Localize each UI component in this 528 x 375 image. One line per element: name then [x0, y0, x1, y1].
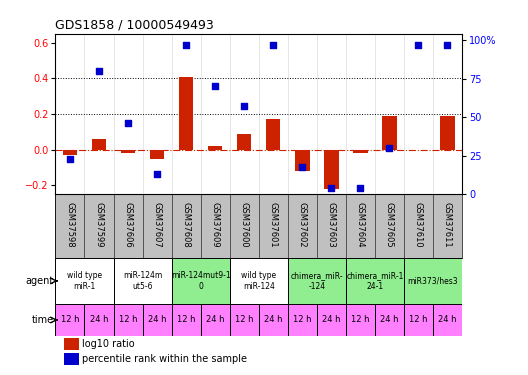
- Text: 24 h: 24 h: [264, 315, 282, 324]
- Text: 12 h: 12 h: [61, 315, 79, 324]
- Text: 12 h: 12 h: [351, 315, 370, 324]
- Text: GSM37598: GSM37598: [65, 202, 74, 248]
- Text: GSM37609: GSM37609: [211, 202, 220, 248]
- Text: 24 h: 24 h: [322, 315, 341, 324]
- Text: 24 h: 24 h: [90, 315, 108, 324]
- Text: GSM37602: GSM37602: [298, 202, 307, 248]
- Text: 24 h: 24 h: [380, 315, 399, 324]
- Point: [356, 185, 364, 191]
- Text: GSM37604: GSM37604: [356, 202, 365, 248]
- Text: GSM37599: GSM37599: [95, 202, 103, 248]
- Text: miR-124mut9-1
0: miR-124mut9-1 0: [171, 271, 230, 291]
- Text: GSM37600: GSM37600: [240, 202, 249, 248]
- Text: log10 ratio: log10 ratio: [82, 339, 135, 349]
- Bar: [63, 353, 79, 365]
- Text: 24 h: 24 h: [438, 315, 457, 324]
- Bar: [404, 258, 462, 304]
- Text: 24 h: 24 h: [206, 315, 224, 324]
- Bar: [288, 258, 346, 304]
- Bar: [201, 304, 230, 336]
- Bar: [150, 150, 164, 159]
- Text: miR-124m
ut5-6: miR-124m ut5-6: [123, 271, 162, 291]
- Text: 12 h: 12 h: [119, 315, 137, 324]
- Bar: [172, 258, 230, 304]
- Bar: [208, 146, 222, 150]
- Point: [269, 42, 278, 48]
- Text: 12 h: 12 h: [235, 315, 253, 324]
- Bar: [288, 304, 317, 336]
- Point: [414, 42, 422, 48]
- Text: agent: agent: [26, 276, 54, 286]
- Bar: [55, 258, 114, 304]
- Text: GSM37610: GSM37610: [414, 202, 423, 248]
- Bar: [63, 338, 79, 350]
- Text: GSM37603: GSM37603: [327, 202, 336, 248]
- Bar: [230, 258, 288, 304]
- Bar: [84, 304, 114, 336]
- Bar: [259, 304, 288, 336]
- Bar: [317, 304, 346, 336]
- Bar: [237, 134, 251, 150]
- Text: wild type
miR-124: wild type miR-124: [241, 271, 276, 291]
- Point: [124, 120, 132, 126]
- Point: [240, 103, 248, 109]
- Bar: [230, 304, 259, 336]
- Text: GSM37601: GSM37601: [269, 202, 278, 248]
- Text: time: time: [32, 315, 54, 325]
- Point: [443, 42, 451, 48]
- Bar: [266, 119, 280, 150]
- Point: [211, 83, 220, 89]
- Bar: [121, 150, 135, 153]
- Text: GSM37607: GSM37607: [153, 202, 162, 248]
- Text: miR373/hes3: miR373/hes3: [408, 276, 458, 285]
- Text: GSM37605: GSM37605: [385, 202, 394, 248]
- Point: [65, 156, 74, 162]
- Bar: [324, 150, 338, 189]
- Point: [95, 68, 103, 74]
- Bar: [375, 304, 404, 336]
- Text: GDS1858 / 10000549493: GDS1858 / 10000549493: [55, 19, 214, 32]
- Point: [298, 164, 306, 170]
- Bar: [433, 304, 462, 336]
- Point: [385, 145, 393, 151]
- Point: [153, 171, 162, 177]
- Text: 24 h: 24 h: [148, 315, 166, 324]
- Text: chimera_miR-
-124: chimera_miR- -124: [290, 271, 343, 291]
- Bar: [353, 150, 367, 153]
- Bar: [440, 116, 455, 150]
- Bar: [346, 304, 375, 336]
- Bar: [114, 258, 172, 304]
- Bar: [172, 304, 201, 336]
- Text: 12 h: 12 h: [177, 315, 195, 324]
- Bar: [179, 76, 193, 150]
- Bar: [346, 258, 404, 304]
- Text: GSM37606: GSM37606: [124, 202, 133, 248]
- Bar: [55, 304, 84, 336]
- Text: 12 h: 12 h: [409, 315, 428, 324]
- Bar: [63, 150, 77, 155]
- Text: wild type
miR-1: wild type miR-1: [67, 271, 102, 291]
- Bar: [382, 116, 397, 150]
- Text: GSM37608: GSM37608: [182, 202, 191, 248]
- Text: percentile rank within the sample: percentile rank within the sample: [82, 354, 247, 364]
- Bar: [143, 304, 172, 336]
- Bar: [404, 304, 433, 336]
- Bar: [295, 150, 309, 171]
- Text: chimera_miR-1
24-1: chimera_miR-1 24-1: [346, 271, 403, 291]
- Bar: [92, 139, 106, 150]
- Point: [327, 185, 336, 191]
- Bar: [114, 304, 143, 336]
- Text: GSM37611: GSM37611: [443, 202, 452, 248]
- Point: [182, 42, 191, 48]
- Text: 12 h: 12 h: [293, 315, 312, 324]
